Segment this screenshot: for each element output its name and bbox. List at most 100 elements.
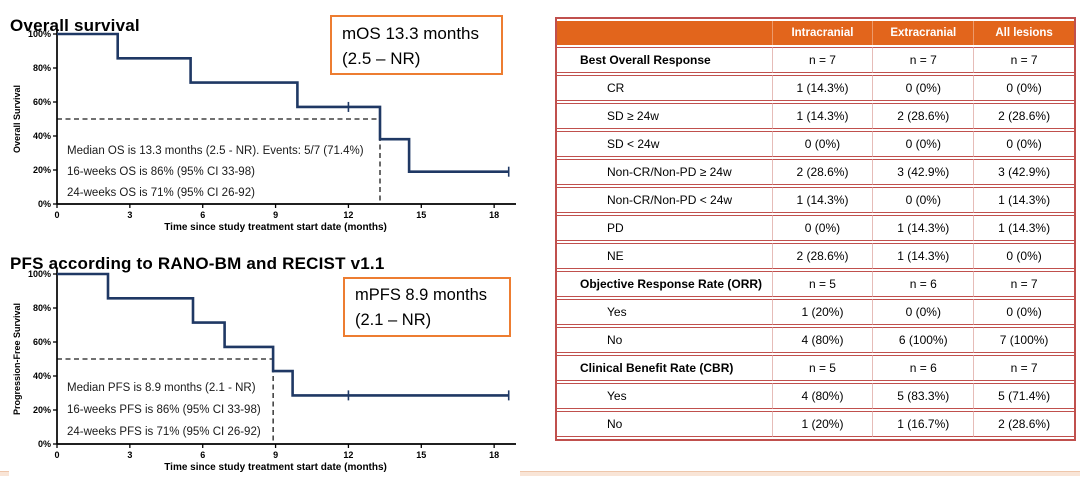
row-label: NE — [557, 243, 772, 269]
y-tick-label: 40% — [33, 371, 51, 381]
x-tick-label: 12 — [343, 450, 353, 460]
os-annotation-line: 16-weeks OS is 86% (95% CI 33-98) — [67, 166, 255, 178]
os-annotation-line: 24-weeks OS is 71% (95% CI 26-92) — [67, 187, 255, 199]
row-label: Best Overall Response — [557, 47, 772, 73]
cell-value: 2 (28.6%) — [872, 103, 974, 129]
cell-value: 1 (14.3%) — [973, 187, 1074, 213]
mos-callout-line: mOS 13.3 months — [342, 24, 480, 43]
row-label: Non-CR/Non-PD < 24w — [557, 187, 772, 213]
y-axis-title: Overall Survival — [12, 85, 22, 153]
table-row: CR 1 (14.3%) 0 (0%) 0 (0%) — [557, 75, 1074, 101]
x-tick-label: 0 — [54, 450, 59, 460]
x-tick-label: 3 — [127, 450, 132, 460]
cell-value: 1 (14.3%) — [771, 75, 873, 101]
cell-value: 0 (0%) — [973, 131, 1074, 157]
cell-value: 1 (14.3%) — [872, 243, 974, 269]
km-step-curve — [57, 32, 509, 173]
row-label: Yes — [557, 299, 772, 325]
column-header: Extracranial — [872, 21, 974, 45]
row-label: CR — [557, 75, 772, 101]
mos-callout-box: mOS 13.3 months (2.5 – NR) — [330, 15, 503, 75]
row-label: Objective Response Rate (ORR) — [557, 271, 772, 297]
pfs-annotation-line: 24-weeks PFS is 71% (95% CI 26-92) — [67, 426, 261, 438]
mpfs-callout-line: mPFS 8.9 months — [355, 286, 488, 304]
header-row: Intracranial Extracranial All lesions — [557, 21, 1074, 45]
y-axis-title: Progression-Free Survival — [12, 303, 22, 415]
y-tick-label: 100% — [28, 269, 51, 279]
table-row: NE 2 (28.6%) 1 (14.3%) 0 (0%) — [557, 243, 1074, 269]
cell-value: 0 (0%) — [872, 187, 974, 213]
x-tick-label: 15 — [416, 450, 426, 460]
cell-value: 0 (0%) — [771, 215, 873, 241]
cell-value: 1 (16.7%) — [872, 411, 974, 437]
cell-value: 2 (28.6%) — [771, 243, 873, 269]
cell-value: 7 (100%) — [973, 327, 1074, 353]
table-row: SD ≥ 24w 1 (14.3%) 2 (28.6%) 2 (28.6%) — [557, 103, 1074, 129]
cell-value: 3 (42.9%) — [973, 159, 1074, 185]
cell-value: 0 (0%) — [973, 243, 1074, 269]
mpfs-callout-box: mPFS 8.9 months (2.1 – NR) — [343, 277, 511, 337]
x-axis-title: Time since study treatment start date (m… — [164, 222, 387, 233]
pfs-annotation-line: Median PFS is 8.9 months (2.1 - NR) — [67, 382, 256, 394]
mos-callout-line: (2.5 – NR) — [342, 49, 421, 68]
y-tick-label: 80% — [33, 63, 51, 73]
cell-value: 0 (0%) — [973, 299, 1074, 325]
cell-value: 1 (14.3%) — [872, 215, 974, 241]
table-row: SD < 24w 0 (0%) 0 (0%) 0 (0%) — [557, 131, 1074, 157]
x-tick-label: 18 — [489, 450, 499, 460]
row-label: SD < 24w — [557, 131, 772, 157]
cell-value: 4 (80%) — [771, 383, 873, 409]
row-label: No — [557, 411, 772, 437]
table-row: Non-CR/Non-PD < 24w 1 (14.3%) 0 (0%) 1 (14.… — [557, 187, 1074, 213]
x-tick-label: 18 — [489, 210, 499, 220]
footer-strip — [0, 471, 9, 476]
y-tick-label: 20% — [33, 405, 51, 415]
pfs-chart-title: PFS according to RANO-BM and RECIST v1.1 — [10, 254, 385, 274]
row-label: Clinical Benefit Rate (CBR) — [557, 355, 772, 381]
pfs-annotations: Median PFS is 8.9 months (2.1 - NR) 16-w… — [67, 377, 261, 443]
x-tick-label: 6 — [200, 210, 205, 220]
os-annotation-line: Median OS is 13.3 months (2.5 - NR). Eve… — [67, 145, 364, 157]
x-tick-label: 6 — [200, 450, 205, 460]
cell-value: 0 (0%) — [872, 131, 974, 157]
column-header: Intracranial — [771, 21, 873, 45]
x-tick-label: 15 — [416, 210, 426, 220]
table-row: Yes 4 (80%) 5 (83.3%) 5 (71.4%) — [557, 383, 1074, 409]
y-tick-label: 0% — [38, 439, 51, 449]
cell-value: n = 6 — [872, 271, 974, 297]
cell-value: 2 (28.6%) — [973, 103, 1074, 129]
cell-value: 0 (0%) — [872, 299, 974, 325]
column-header: All lesions — [973, 21, 1074, 45]
cell-value: n = 7 — [973, 271, 1074, 297]
cell-value: 6 (100%) — [872, 327, 974, 353]
cell-value: n = 5 — [771, 355, 873, 381]
cell-value: 1 (14.3%) — [771, 187, 873, 213]
cell-value: 0 (0%) — [872, 75, 974, 101]
row-label: No — [557, 327, 772, 353]
cell-value: 1 (20%) — [771, 411, 873, 437]
cell-value: 1 (20%) — [771, 299, 873, 325]
y-tick-label: 40% — [33, 131, 51, 141]
cell-value: 3 (42.9%) — [872, 159, 974, 185]
os-km-plot: 0% 20% 40% 60% 80% 100% 0 3 6 9 12 15 18 Time since s… — [12, 29, 516, 233]
cell-value: 1 (14.3%) — [771, 103, 873, 129]
os-annotations: Median OS is 13.3 months (2.5 - NR). Eve… — [67, 141, 364, 204]
row-label: Yes — [557, 383, 772, 409]
cell-value: 2 (28.6%) — [771, 159, 873, 185]
y-tick-label: 100% — [28, 29, 51, 39]
cell-value: 5 (83.3%) — [872, 383, 974, 409]
cell-value: n = 7 — [973, 355, 1074, 381]
cell-value: n = 7 — [771, 47, 873, 73]
pfs-km-plot: 0% 20% 40% 60% 80% 100% 0 3 6 9 12 15 18 Time since s… — [12, 269, 516, 473]
y-tick-label: 80% — [33, 303, 51, 313]
x-axis-title: Time since study treatment start date (m… — [164, 462, 387, 473]
pfs-annotation-line: 16-weeks PFS is 86% (95% CI 33-98) — [67, 404, 261, 416]
cell-value: 5 (71.4%) — [973, 383, 1074, 409]
cell-value: n = 7 — [973, 47, 1074, 73]
y-tick-label: 0% — [38, 199, 51, 209]
os-chart-title: Overall survival — [10, 16, 140, 36]
cell-value: 1 (14.3%) — [973, 215, 1074, 241]
